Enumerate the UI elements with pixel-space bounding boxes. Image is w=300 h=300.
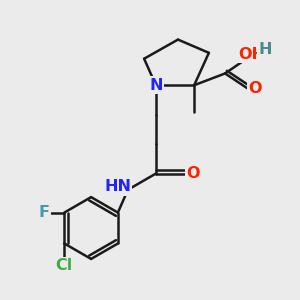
Text: OH: OH	[238, 47, 265, 62]
Text: Cl: Cl	[56, 258, 73, 273]
Text: H: H	[258, 42, 272, 57]
Text: O: O	[186, 166, 200, 181]
Text: F: F	[38, 205, 49, 220]
Text: N: N	[149, 78, 163, 93]
Text: O: O	[248, 81, 261, 96]
Text: HN: HN	[104, 179, 131, 194]
